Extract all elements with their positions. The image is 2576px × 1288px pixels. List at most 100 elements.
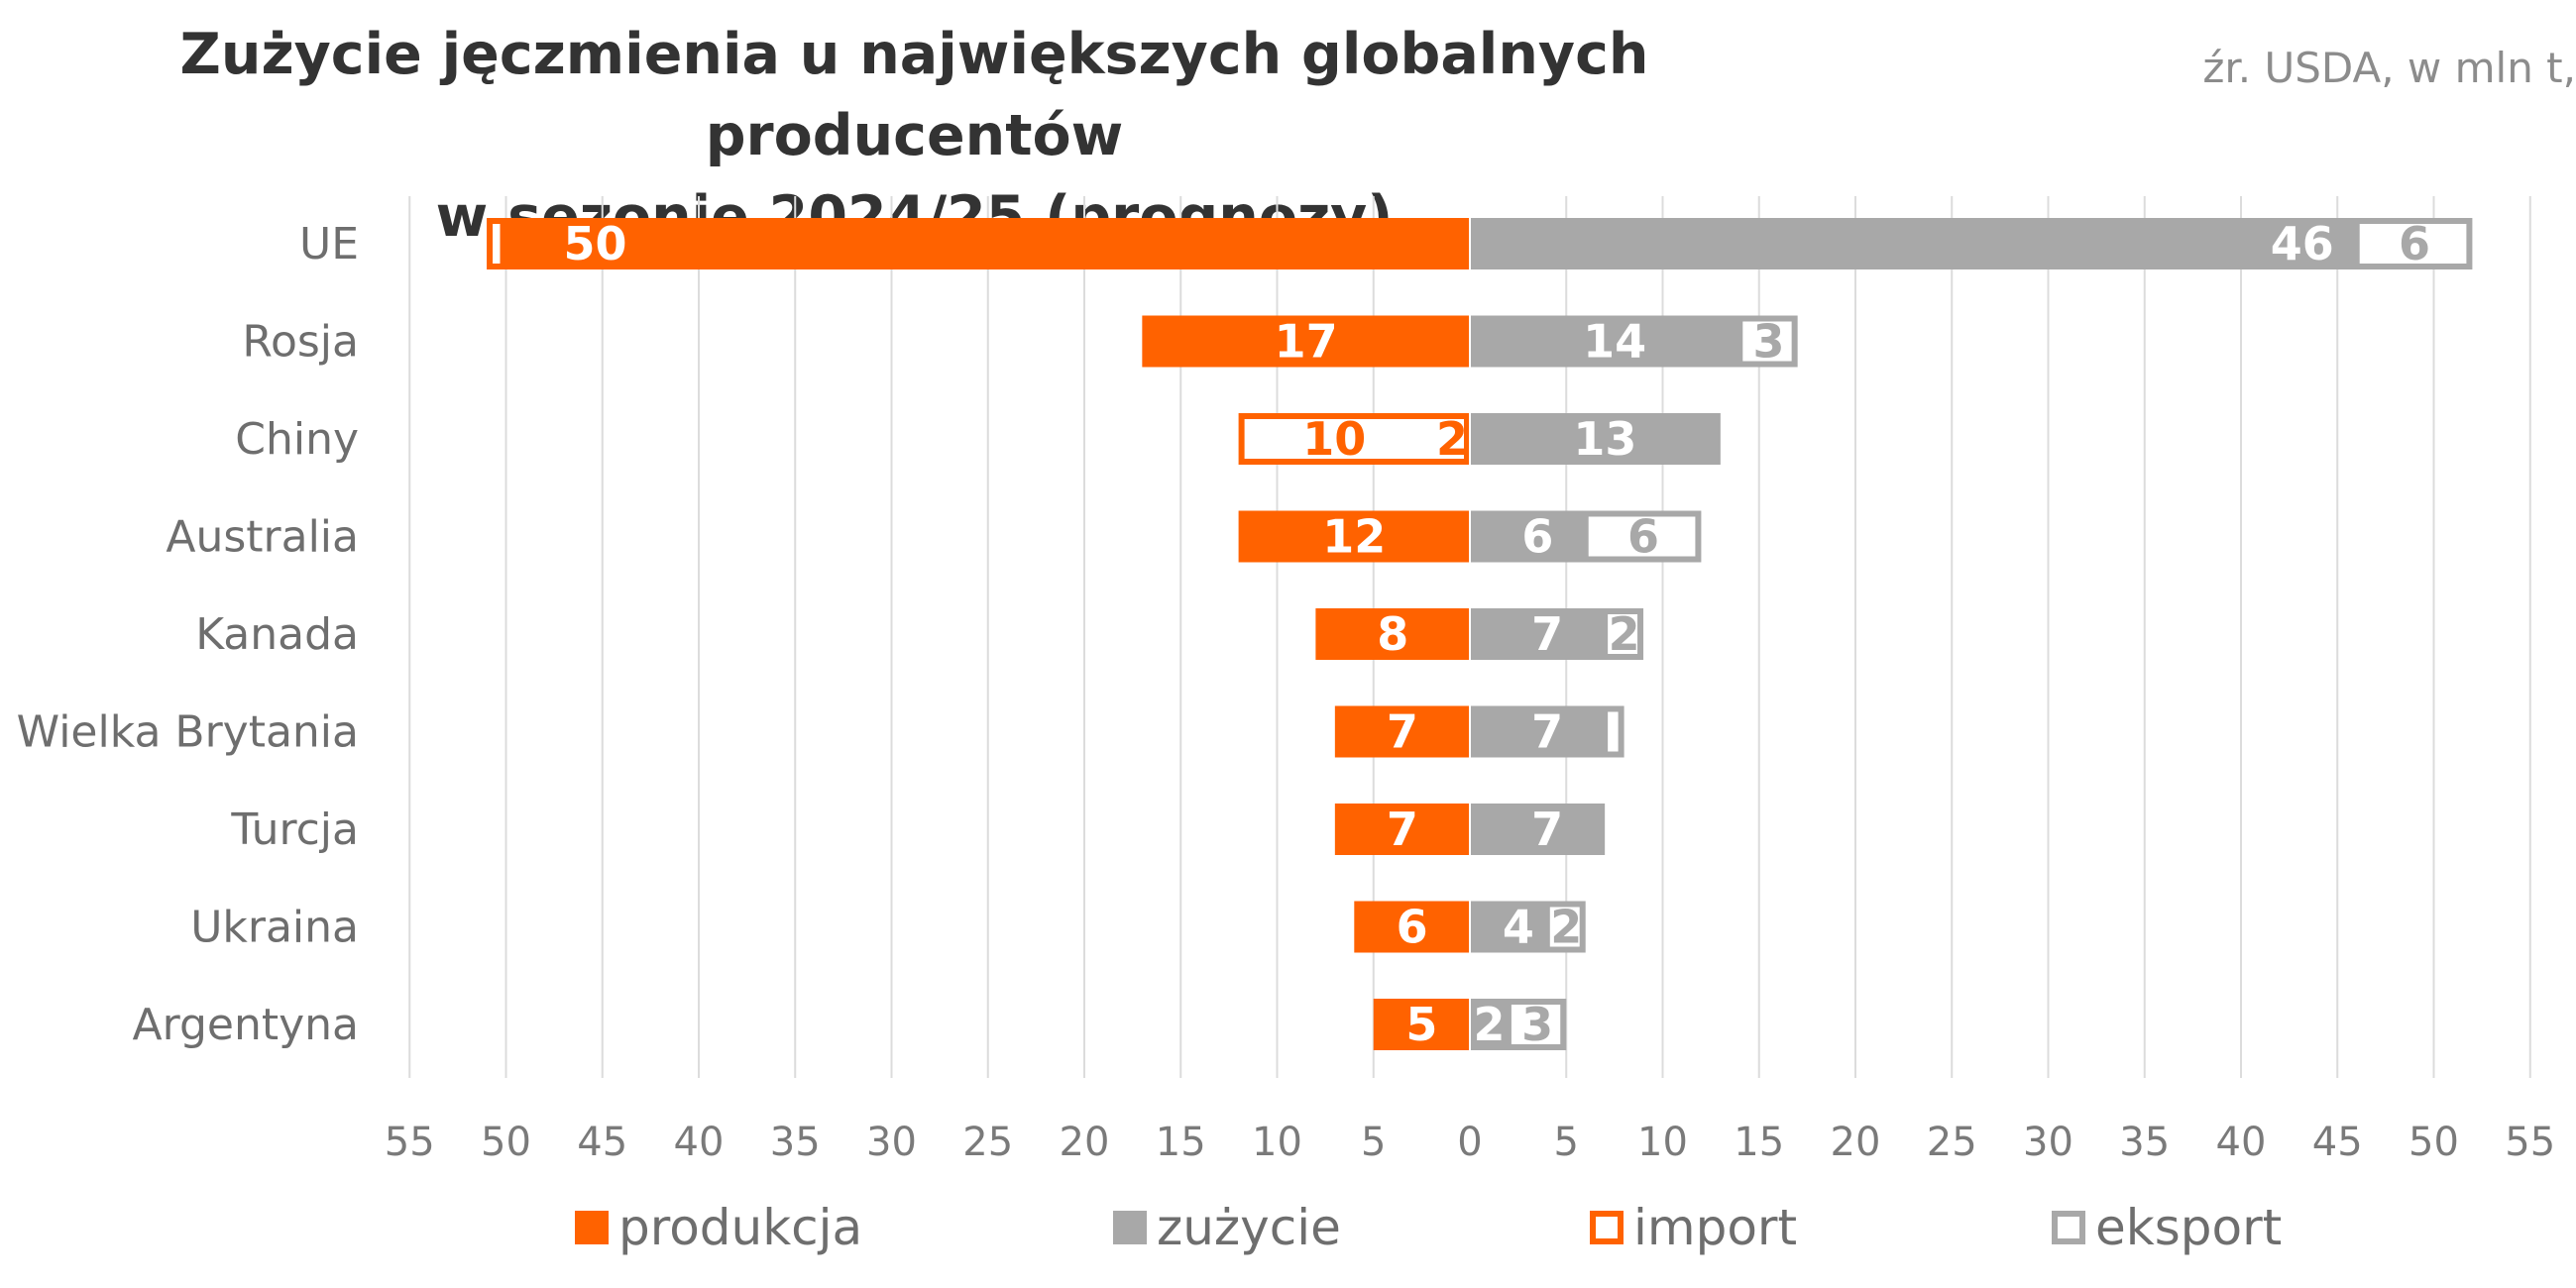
bar-produkcja-wielka-brytania [1334, 705, 1470, 758]
label-produkcja-kanada: 8 [1377, 607, 1408, 661]
bar-eksport-wielka-brytania [1602, 705, 1624, 758]
bar-zuzycie-australia [1470, 510, 1586, 563]
x-tick-label: 35 [2119, 1120, 2170, 1165]
chart-title-line-1: Zużycie jęczmienia u największych global… [179, 22, 1649, 168]
x-tick-label: 20 [1831, 1120, 1881, 1165]
category-labels: UE Rosja Chiny Australia Kanada Wielka Brytan… [17, 219, 359, 1050]
label-eksport-rosja: 3 [1752, 315, 1784, 369]
bar-eksport-rosja [1736, 315, 1798, 368]
bar-produkcja-ue [505, 218, 1470, 269]
label-produkcja-wielka-brytania: 7 [1387, 705, 1418, 759]
category-label-chiny: Chiny [235, 414, 359, 465]
label-produkcja-turcja: 7 [1387, 803, 1418, 856]
label-eksport-kanada: 2 [1609, 607, 1640, 661]
bar-zuzycie-turcja [1470, 804, 1606, 855]
label-eksport-ukraina: 2 [1550, 901, 1582, 954]
x-tick-label: 20 [1060, 1120, 1110, 1165]
x-tick-label: 55 [2505, 1120, 2555, 1165]
x-tick-label: 30 [866, 1120, 917, 1165]
label-produkcja-ue: 50 [563, 217, 626, 270]
label-zuzycie-australia: 6 [1521, 510, 1553, 564]
label-eksport-ue: 6 [2399, 217, 2430, 270]
bars [487, 218, 2473, 1050]
label-zuzycie-ue: 46 [2271, 217, 2334, 270]
category-label-rosja: Rosja [242, 317, 359, 368]
bar-eksport-ukraina [1543, 901, 1586, 953]
legend-swatch-eksport [2052, 1211, 2085, 1244]
x-tick-label: 15 [1156, 1120, 1206, 1165]
label-eksport-australia: 6 [1627, 510, 1659, 564]
category-label-ue: UE [299, 219, 359, 269]
bar-zuzycie-ukraina [1470, 901, 1547, 953]
x-tick-label: 30 [2023, 1120, 2073, 1165]
x-tick-label: 45 [577, 1120, 627, 1165]
label-import-chiny: 10 [1302, 412, 1366, 466]
label-zuzycie-rosja: 14 [1583, 315, 1646, 369]
x-tick-label: 45 [2312, 1120, 2363, 1165]
bar-produkcja-ukraina [1354, 901, 1470, 953]
legend-swatch-produkcja [575, 1211, 609, 1244]
bar-produkcja-turcja [1334, 804, 1470, 855]
bar-zuzycie-kanada [1470, 608, 1606, 660]
bar-import-chiny [1238, 413, 1470, 465]
label-produkcja-australia: 12 [1322, 510, 1386, 564]
bar-eksport-kanada [1602, 608, 1644, 660]
bar-eksport-australia [1582, 510, 1702, 563]
bar-eksport-ue [2353, 218, 2473, 269]
x-tick-label: 50 [2408, 1120, 2459, 1165]
chart-title: Zużycie jęczmienia u największych global… [0, 14, 1829, 258]
label-zuzycie-ukraina: 4 [1503, 901, 1534, 954]
x-tick-label: 10 [1252, 1120, 1302, 1165]
x-tick-label: 25 [1927, 1120, 1977, 1165]
x-tick-label: 0 [1457, 1120, 1482, 1165]
x-tick-label: 15 [1734, 1120, 1784, 1165]
label-produkcja-rosja: 17 [1275, 315, 1338, 369]
source-note: źr. USDA, w mln t, [2202, 44, 2576, 92]
bar-zuzycie-argentyna [1470, 999, 1509, 1050]
bar-produkcja-argentyna [1373, 999, 1470, 1050]
label-zuzycie-argentyna: 2 [1473, 998, 1505, 1051]
x-tick-label: 25 [962, 1120, 1013, 1165]
legend-item-produkcja: produkcja [575, 1199, 862, 1256]
x-tick-label: 40 [2216, 1120, 2267, 1165]
bar-import-ue [487, 218, 506, 269]
legend-swatch-zuzycie [1113, 1211, 1147, 1244]
category-label-kanada: Kanada [195, 609, 359, 660]
legend-label-eksport: eksport [2095, 1199, 2283, 1256]
bar-zuzycie-ue [1470, 218, 2357, 269]
x-tick-label: 55 [385, 1120, 435, 1165]
bar-zuzycie-chiny [1470, 413, 1721, 465]
legend-label-import: import [1633, 1199, 1798, 1256]
legend: produkcja zużycie import eksport [0, 1199, 2576, 1268]
x-axis-ticks: 55 50 45 40 35 30 25 20 15 10 5 0 5 10 15 20 25 30 35 40 45 5… [385, 1120, 2555, 1165]
bar-produkcja-rosja [1142, 315, 1470, 368]
x-tick-label: 50 [481, 1120, 531, 1165]
legend-swatch-import [1590, 1211, 1624, 1244]
bar-produkcja-australia [1238, 510, 1470, 563]
legend-label-zuzycie: zużycie [1157, 1199, 1341, 1256]
label-zuzycie-kanada: 7 [1531, 607, 1563, 661]
label-zuzycie-chiny: 13 [1573, 412, 1636, 466]
bar-zuzycie-wielka-brytania [1470, 705, 1606, 758]
x-tick-label: 10 [1637, 1120, 1688, 1165]
label-zuzycie-wielka-brytania: 7 [1531, 705, 1563, 759]
x-tick-label: 35 [770, 1120, 821, 1165]
category-label-argentyna: Argentyna [133, 1000, 359, 1050]
x-tick-label: 5 [1361, 1120, 1386, 1165]
legend-label-produkcja: produkcja [618, 1199, 863, 1256]
bar-eksport-argentyna [1505, 999, 1567, 1050]
category-label-ukraina: Ukraina [190, 903, 359, 953]
bar-zuzycie-rosja [1470, 315, 1740, 368]
label-produkcja-ukraina: 6 [1397, 901, 1428, 954]
bar-produkcja-kanada [1315, 608, 1470, 660]
legend-item-import: import [1590, 1199, 1797, 1256]
label-zuzycie-turcja: 7 [1531, 803, 1563, 856]
legend-item-zuzycie: zużycie [1113, 1199, 1341, 1256]
category-label-australia: Australia [166, 512, 359, 563]
x-tick-label: 40 [674, 1120, 725, 1165]
label-eksport-argentyna: 3 [1521, 998, 1553, 1051]
x-tick-label: 5 [1554, 1120, 1579, 1165]
label-produkcja-argentyna: 5 [1405, 998, 1437, 1051]
